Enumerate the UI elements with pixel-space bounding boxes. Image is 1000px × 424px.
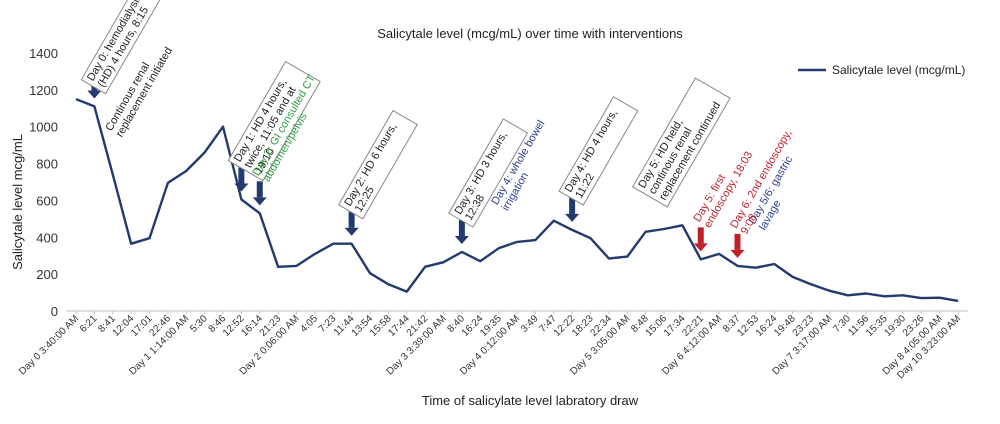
y-tick-labels: 0 200 400 600 800 1000 1200 1400: [29, 46, 58, 319]
annotation-7: Day 4: HD 4 hours,11:22: [558, 96, 639, 206]
x-tick-label-1: 6:21: [78, 313, 100, 335]
x-tick-label-7: 5:30: [188, 313, 210, 335]
legend: Salicytale level (mcg/mL): [798, 63, 965, 77]
annotation-arrow-3: [252, 181, 267, 206]
x-axis-label: Time of salicylate level labratory draw: [422, 393, 639, 408]
annotation-arrow-11: [730, 233, 745, 258]
y-tick-label-6: 1200: [29, 83, 58, 98]
annotation-arrow-7: [565, 197, 580, 222]
x-tick-label-25: 3:49: [519, 313, 541, 335]
annotation-arrow-5: [454, 220, 469, 245]
y-tick-label-4: 800: [36, 157, 58, 172]
y-tick-label-1: 200: [36, 267, 58, 282]
annotation-4: Day 2: HD 6 hours,12:25: [337, 109, 418, 220]
chart-title: Salicytale level (mcg/mL) over time with…: [377, 26, 683, 41]
annotation-arrow-2: [234, 167, 249, 192]
x-tick-label-0: Day 0 3:40:00 AM: [17, 313, 81, 377]
x-tick-label-13: 4:05: [298, 313, 320, 335]
x-tick-labels: Day 0 3:40:00 AM6:218:4112:0417:0122:46D…: [17, 311, 963, 381]
y-tick-label-7: 1400: [29, 46, 58, 61]
series-line-salicylate: [75, 97, 959, 303]
y-tick-label-5: 1000: [29, 120, 58, 135]
y-tick-label-3: 600: [36, 193, 58, 208]
annotation-arrow-4: [344, 211, 359, 236]
y-tick-label-2: 400: [36, 230, 58, 245]
legend-label: Salicytale level (mcg/mL): [832, 63, 965, 77]
y-tick-label-0: 0: [51, 304, 58, 319]
y-axis-label: Salicytale level mcg/mL: [10, 134, 25, 270]
annotation-arrow-9: [693, 227, 708, 252]
